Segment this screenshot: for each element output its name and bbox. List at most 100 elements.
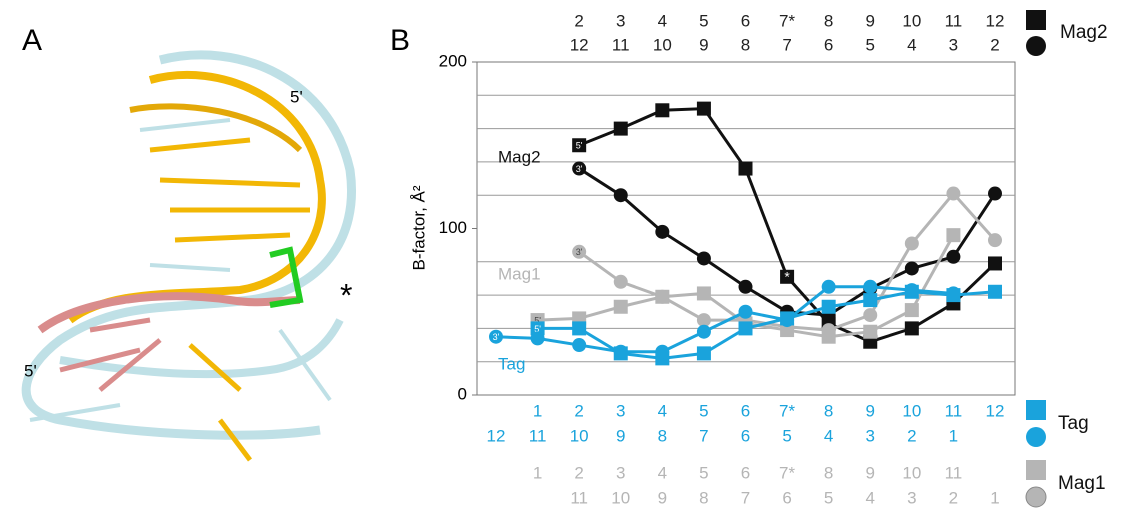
square-marker (988, 284, 1002, 299)
column-label: 1 (949, 426, 958, 445)
column-label: 10 (653, 35, 672, 54)
circle-marker (863, 308, 878, 323)
column-label: 4 (658, 401, 667, 420)
square-marker (780, 269, 795, 284)
strand (67, 70, 326, 324)
column-label: 3 (949, 35, 958, 54)
circle-marker (655, 289, 670, 304)
legend-label: Tag (1058, 413, 1089, 434)
column-label: 2 (949, 488, 958, 507)
column-label: 8 (824, 11, 833, 30)
circle-marker (904, 236, 919, 251)
column-label: 4 (824, 426, 833, 445)
column-label: 7* (779, 401, 795, 420)
column-label: 3 (616, 401, 625, 420)
column-label: 10 (611, 488, 630, 507)
square-marker (863, 324, 878, 339)
column-label: 9 (616, 426, 625, 445)
column-label: 1 (533, 401, 542, 420)
column-label: 1 (533, 463, 542, 482)
legend-label: Mag1 (1058, 473, 1106, 494)
column-label: 6 (782, 488, 791, 507)
backbone (21, 50, 356, 440)
circle-marker (988, 186, 1002, 201)
square-marker (655, 103, 670, 118)
column-label: 10 (570, 426, 589, 445)
circle-marker (821, 323, 836, 338)
circle-marker (863, 279, 878, 294)
column-label: 1 (990, 488, 999, 507)
square-marker (696, 101, 711, 116)
legend-circle (1026, 427, 1046, 447)
series-label: Tag (498, 354, 525, 373)
legend-circle (1025, 486, 1047, 508)
square-marker (904, 303, 919, 318)
column-label: 2 (574, 401, 583, 420)
column-label: 4 (866, 488, 875, 507)
column-label: 6 (824, 35, 833, 54)
column-label: 5 (699, 463, 708, 482)
column-label: 7 (699, 426, 708, 445)
circle-marker (572, 244, 587, 259)
column-label: 8 (824, 401, 833, 420)
column-label: 5 (699, 11, 708, 30)
column-label: 12 (986, 11, 1005, 30)
circle-marker (738, 304, 753, 319)
column-label: 8 (824, 463, 833, 482)
circle-marker (655, 344, 670, 359)
column-label: 6 (741, 426, 750, 445)
strand-end-label: 5' (290, 87, 303, 106)
series-label: Mag2 (498, 147, 541, 166)
circle-marker (821, 279, 836, 294)
marker-label: 5' (534, 315, 541, 325)
column-label: 11 (612, 35, 630, 54)
column-label: 7 (782, 35, 791, 54)
column-label: 6 (741, 463, 750, 482)
circle-marker (696, 313, 711, 328)
circle-marker (489, 329, 503, 344)
circle-marker (738, 279, 753, 294)
square-marker (863, 293, 878, 308)
column-label: 5 (782, 426, 791, 445)
column-label: 9 (866, 401, 875, 420)
circle-marker (988, 233, 1002, 248)
circle-marker (613, 274, 628, 289)
square-marker (572, 321, 587, 336)
square-marker (613, 121, 628, 136)
column-label: 2 (990, 35, 999, 54)
circle-marker (613, 188, 628, 203)
column-label: 2 (574, 11, 583, 30)
column-label: 4 (658, 463, 667, 482)
column-label: 12 (570, 35, 589, 54)
column-label: 5 (824, 488, 833, 507)
column-label: 9 (866, 11, 875, 30)
asterisk: * (340, 277, 352, 313)
strand (129, 103, 303, 153)
column-label: 9 (866, 463, 875, 482)
circle-marker (904, 283, 919, 298)
column-label: 10 (902, 401, 921, 420)
column-label: 8 (699, 488, 708, 507)
bases (29, 118, 332, 422)
column-label: 2 (907, 426, 916, 445)
column-label: 9 (699, 35, 708, 54)
column-label: 11 (570, 488, 588, 507)
plot-frame (476, 61, 1016, 396)
bases (149, 137, 310, 462)
circle-marker (696, 251, 711, 266)
column-label: 6 (741, 11, 750, 30)
circle-marker (946, 286, 961, 301)
circle-marker (572, 161, 587, 176)
y-tick-label: 0 (458, 384, 467, 403)
circle-marker (946, 249, 961, 264)
column-label: 5 (866, 35, 875, 54)
circle-marker (655, 224, 670, 239)
legend-square (1026, 10, 1046, 30)
circle-marker (572, 338, 587, 353)
panel-label: A (22, 24, 42, 57)
column-label: 7 (741, 488, 750, 507)
column-label: 2 (574, 463, 583, 482)
legend-square (1026, 400, 1046, 420)
marker-label: 3' (576, 247, 583, 257)
